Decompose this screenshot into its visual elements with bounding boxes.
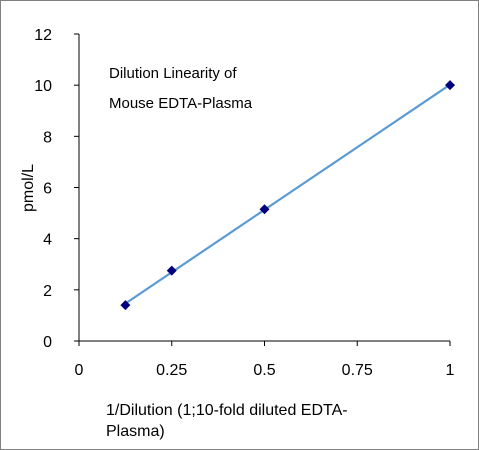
x-tick-label: 1 (446, 362, 455, 379)
x-tick-label: 0.75 (342, 362, 373, 379)
data-points (120, 80, 455, 311)
trendlines (124, 83, 451, 305)
x-ticks: 0 0.25 0.5 0.75 1 (75, 341, 455, 379)
trendline (124, 83, 451, 305)
chart-annotation-line-1: Dilution Linearity of (109, 65, 237, 82)
y-ticks: 0 2 4 6 8 10 12 (34, 27, 79, 351)
y-tick-label: 4 (43, 232, 52, 249)
x-axis-title-line-2: Plasma) (106, 423, 165, 440)
y-tick-label: 6 (43, 181, 52, 198)
x-tick-label: 0.25 (156, 362, 187, 379)
data-point (166, 265, 177, 276)
y-tick-label: 12 (34, 27, 52, 44)
x-axis-title-line-1: 1/Dilution (1;10-fold diluted EDTA- (106, 402, 348, 419)
y-tick-label: 8 (43, 129, 52, 146)
data-point (120, 300, 131, 311)
y-tick-label: 0 (43, 334, 52, 351)
x-tick-label: 0 (75, 362, 84, 379)
data-point (259, 204, 270, 215)
y-axis-title: pmol/L (20, 164, 37, 212)
x-tick-label: 0.5 (253, 362, 275, 379)
chart-annotation-line-2: Mouse EDTA-Plasma (109, 95, 253, 112)
y-tick-label: 2 (43, 283, 52, 300)
y-tick-label: 10 (34, 78, 52, 95)
data-point (445, 80, 455, 91)
